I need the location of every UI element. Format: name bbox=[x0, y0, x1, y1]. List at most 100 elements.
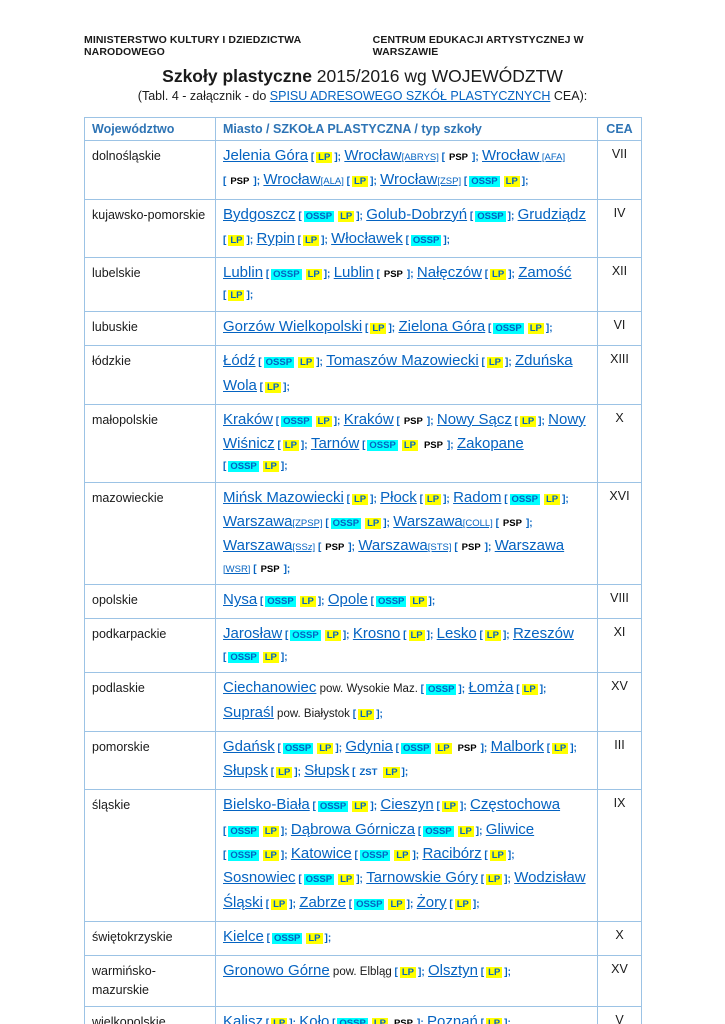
school-link[interactable]: Cieszyn bbox=[380, 796, 434, 814]
school-link[interactable]: Kalisz bbox=[223, 1012, 264, 1024]
bracket-open: [ bbox=[485, 322, 492, 334]
school-entry: Częstochowa [OSSP LP]; bbox=[223, 796, 561, 837]
bracket-close: ]; bbox=[446, 440, 454, 452]
school-link[interactable]: Słupsk bbox=[304, 762, 350, 780]
school-link[interactable]: Lublin bbox=[223, 264, 264, 282]
school-link[interactable]: Płock bbox=[380, 488, 417, 506]
school-link[interactable]: Warszawa bbox=[393, 513, 463, 531]
school-link[interactable]: Zduńska Wola bbox=[223, 352, 573, 394]
cea-region-cell: X bbox=[597, 920, 642, 957]
type-tag-lp: LP bbox=[265, 381, 282, 393]
address-list-link[interactable]: SPISU ADRESOWEGO SZKÓŁ PLASTYCZNYCH bbox=[269, 89, 551, 103]
schools-cell: Ciechanowiec pow. Wysokie Maz. [OSSP]; Ł… bbox=[215, 672, 598, 732]
type-tag-psp: PSP bbox=[502, 518, 522, 530]
school-link[interactable]: Nowy Sącz bbox=[436, 410, 512, 428]
school-link[interactable]: Dąbrowa Górnicza bbox=[290, 820, 416, 838]
bracket-close: ]; bbox=[484, 542, 492, 554]
school-link[interactable]: Radom bbox=[453, 488, 502, 506]
school-link[interactable]: Supraśl bbox=[223, 703, 274, 721]
school-link[interactable]: Warszawa bbox=[223, 513, 293, 531]
bracket-close: ]; bbox=[406, 898, 414, 910]
school-link[interactable]: Katowice bbox=[290, 844, 352, 862]
school-link[interactable]: Zakopane bbox=[456, 435, 524, 453]
bracket-close: ]; bbox=[507, 849, 515, 861]
school-link[interactable]: Olsztyn bbox=[428, 962, 479, 980]
school-link[interactable]: Jelenia Góra bbox=[223, 147, 309, 164]
school-link[interactable]: Wrocław bbox=[263, 171, 321, 189]
school-link[interactable]: Lesko bbox=[436, 625, 477, 643]
school-link[interactable]: Kielce bbox=[223, 927, 264, 945]
school-link[interactable]: Wodzisław Śląski bbox=[223, 869, 586, 911]
bracket-close: ]; bbox=[317, 596, 325, 608]
school-entry: Wrocław[ALA] [LP]; bbox=[263, 171, 376, 189]
school-link[interactable]: Grudziądz bbox=[517, 205, 587, 223]
school-link[interactable]: Gliwice bbox=[485, 820, 535, 838]
cea-warszawa-label: CENTRUM EDUKACJI ARTYSTYCZNEJ W WARSZAWI… bbox=[372, 34, 584, 58]
type-tag-lp: LP bbox=[388, 898, 405, 910]
table-row: opolskie Nysa [OSSP LP]; Opole [OSSP LP]; V… bbox=[84, 584, 642, 620]
school-link[interactable]: Bydgoszcz bbox=[223, 205, 296, 223]
school-link[interactable]: Zamość bbox=[518, 264, 572, 282]
school-link[interactable]: Rypin bbox=[256, 229, 295, 247]
school-link[interactable]: Opole bbox=[327, 591, 368, 609]
school-link[interactable]: Gdańsk bbox=[223, 737, 275, 755]
school-link[interactable]: Nowy Wiśnicz bbox=[223, 410, 586, 453]
school-link[interactable]: Ciechanowiec bbox=[223, 679, 317, 697]
school-entry: Żory [LP]; bbox=[416, 893, 480, 911]
bracket-close: ]; bbox=[418, 967, 425, 979]
type-tag-lp: LP bbox=[365, 518, 382, 530]
school-link[interactable]: Wrocław bbox=[482, 147, 540, 164]
school-link[interactable]: Gronowo Górne bbox=[223, 962, 330, 980]
school-link[interactable]: Kraków bbox=[223, 410, 274, 428]
type-tag-ossp: OSSP bbox=[426, 684, 457, 696]
school-link[interactable]: Gorzów Wielkopolski bbox=[223, 317, 363, 335]
school-link[interactable]: Tarnów bbox=[310, 435, 360, 453]
school-link[interactable]: Malbork bbox=[490, 737, 544, 755]
school-link[interactable]: Warszawa bbox=[223, 537, 293, 555]
school-link[interactable]: Włocławek bbox=[331, 229, 403, 247]
school-link[interactable]: Lublin bbox=[333, 264, 374, 282]
school-link[interactable]: Wrocław bbox=[344, 147, 402, 164]
school-link[interactable]: Krosno bbox=[352, 625, 401, 643]
school-link[interactable]: Zabrze bbox=[299, 893, 346, 911]
school-link[interactable]: Bielsko-Biała bbox=[223, 796, 310, 814]
school-link[interactable]: Nałęczów bbox=[416, 264, 482, 282]
school-link[interactable]: Racibórz bbox=[422, 844, 482, 862]
type-tag-ossp: OSSP bbox=[303, 874, 335, 886]
school-link[interactable]: Warszawa bbox=[494, 537, 565, 555]
school-link[interactable]: Nysa bbox=[223, 591, 258, 609]
school-link[interactable]: Łódź bbox=[223, 352, 256, 370]
bracket-open: [ bbox=[351, 849, 358, 861]
school-link[interactable]: Wrocław bbox=[380, 171, 438, 189]
school-sublabel: [COLL] bbox=[462, 518, 493, 530]
school-link[interactable]: Poznań bbox=[427, 1012, 478, 1024]
bracket-open: [ bbox=[446, 898, 453, 910]
bracket-close: ]; bbox=[370, 801, 378, 813]
school-link[interactable]: Koło bbox=[299, 1012, 330, 1024]
school-link[interactable]: Warszawa bbox=[358, 537, 428, 555]
schools-cell: Mińsk Mazowiecki [LP]; Płock [LP]; Radom… bbox=[215, 481, 598, 586]
subtitle: (Tabl. 4 - załącznik - do SPISU ADRESOWE… bbox=[84, 89, 641, 103]
school-link[interactable]: Słupsk bbox=[223, 762, 269, 780]
school-link[interactable]: Jarosław bbox=[223, 625, 283, 643]
school-link[interactable]: Zielona Góra bbox=[398, 317, 486, 335]
voivodeship-cell: pomorskie bbox=[84, 730, 216, 791]
type-tag-lp: LP bbox=[316, 152, 333, 163]
school-link[interactable]: Żory bbox=[416, 893, 447, 911]
school-entry: Zielona Góra [OSSP LP]; bbox=[398, 317, 552, 335]
school-link[interactable]: Gdynia bbox=[345, 737, 393, 755]
school-link[interactable]: Tomaszów Mazowiecki bbox=[326, 352, 479, 370]
bracket-open: [ bbox=[481, 849, 488, 861]
school-link[interactable]: Rzeszów bbox=[512, 625, 574, 643]
school-link[interactable]: Tarnowskie Góry bbox=[366, 869, 478, 887]
school-link[interactable]: Kraków bbox=[343, 410, 394, 428]
school-link[interactable]: Częstochowa bbox=[470, 796, 561, 814]
school-link[interactable]: Mińsk Mazowiecki bbox=[223, 488, 344, 506]
bracket-close: ]; bbox=[508, 269, 515, 281]
type-tag-psp: PSP bbox=[461, 542, 481, 554]
school-link[interactable]: Sosnowiec bbox=[223, 869, 296, 887]
table-row: dolnośląskie Jelenia Góra [LP]; Wrocław[A… bbox=[84, 140, 642, 200]
school-entry: Katowice [OSSP LP]; bbox=[290, 844, 419, 862]
school-link[interactable]: Golub-Dobrzyń bbox=[366, 205, 468, 223]
school-link[interactable]: Łomża bbox=[468, 679, 514, 697]
